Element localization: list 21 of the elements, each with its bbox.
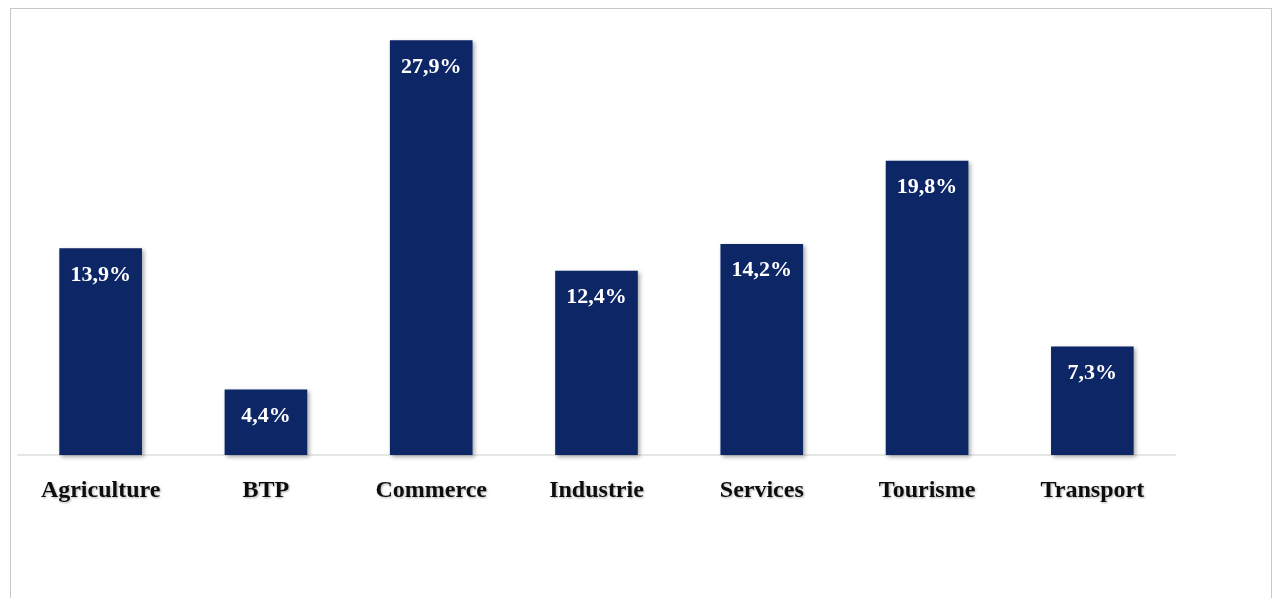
data-label: 13,9% (70, 260, 131, 286)
data-label: 4,4% (241, 402, 291, 428)
data-label: 27,9% (400, 52, 462, 78)
data-label: 19,8% (896, 173, 958, 199)
data-label: 7,3% (1067, 358, 1118, 384)
bar (224, 389, 308, 455)
x-tick-label: Transport (1040, 476, 1145, 502)
data-label: 14,2% (731, 256, 793, 282)
bar (555, 270, 638, 455)
x-tick-label: BTP (242, 476, 290, 502)
x-tick-label: Commerce (375, 476, 488, 502)
bar (720, 243, 804, 455)
bar (885, 160, 969, 455)
bar (59, 248, 142, 455)
x-tick-label: Industrie (549, 476, 645, 502)
x-tick-label: Agriculture (40, 476, 161, 502)
x-tick-label: Tourisme (878, 476, 976, 502)
bar (1051, 346, 1134, 455)
bar (389, 40, 473, 455)
data-label: 12,4% (566, 283, 627, 309)
x-tick-label: Services (719, 476, 804, 502)
